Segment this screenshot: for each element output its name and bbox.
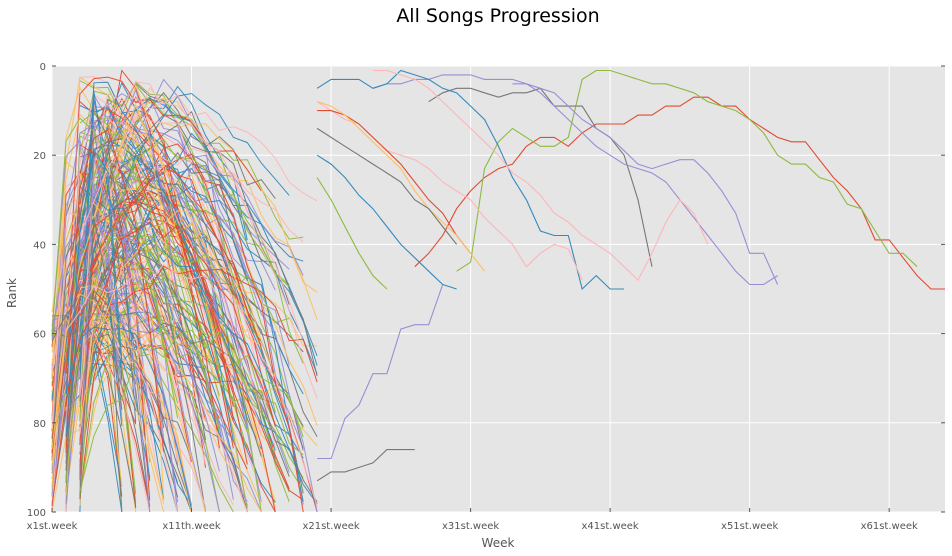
x-tick-label: x31st.week <box>442 521 499 532</box>
song-line <box>65 201 276 513</box>
song-line <box>79 210 179 493</box>
song-line <box>65 263 318 507</box>
song-line <box>65 156 290 411</box>
song-line-long-3 <box>372 74 778 286</box>
x-tick-label: x41st.week <box>582 521 639 532</box>
song-line <box>65 194 318 513</box>
song-line-long-0 <box>414 96 945 290</box>
song-line <box>65 171 192 463</box>
song-line <box>79 275 276 456</box>
song-line <box>65 143 248 407</box>
song-line <box>79 210 248 425</box>
song-line <box>65 129 165 452</box>
song-line <box>65 304 248 513</box>
bulk-series-group <box>51 69 318 513</box>
song-line <box>51 218 220 472</box>
song-line-long-11 <box>316 101 485 272</box>
song-line-long-13 <box>316 177 388 290</box>
x-tick-label: x51st.week <box>721 521 778 532</box>
song-line <box>51 117 179 404</box>
song-line-long-5 <box>512 83 779 285</box>
song-line <box>79 221 262 513</box>
y-axis-label: Rank <box>5 278 19 308</box>
song-line <box>51 85 248 400</box>
song-line <box>65 307 137 507</box>
x-tick-label: x11th.week <box>162 521 221 532</box>
song-line <box>51 92 262 348</box>
song-line <box>51 211 179 462</box>
song-line <box>79 329 304 492</box>
song-line <box>51 221 276 507</box>
y-tick-label: 20 <box>33 151 46 162</box>
song-line <box>79 158 137 495</box>
song-line <box>79 193 234 462</box>
song-line-long-8 <box>372 69 709 282</box>
song-line <box>79 151 290 402</box>
song-line <box>65 88 179 373</box>
x-tick-label: x1st.week <box>27 521 78 532</box>
song-line <box>79 320 206 507</box>
song-line <box>79 265 318 383</box>
y-tick-label: 100 <box>27 508 46 519</box>
song-line <box>79 83 304 443</box>
song-line <box>79 217 123 499</box>
song-line <box>79 190 220 499</box>
song-line <box>51 114 179 368</box>
y-tick-label: 80 <box>33 419 46 430</box>
song-line <box>79 81 234 442</box>
song-line <box>51 99 220 497</box>
y-tick-label: 40 <box>33 240 46 251</box>
song-line <box>65 148 123 438</box>
song-line-long-14 <box>316 127 458 245</box>
song-line-long-4 <box>317 284 444 460</box>
song-line <box>65 247 304 456</box>
song-line <box>79 92 304 397</box>
y-tick-label: 0 <box>40 62 46 73</box>
song-line <box>51 112 318 399</box>
song-line <box>65 228 165 505</box>
x-tick-label: x21st.week <box>302 521 359 532</box>
song-line-long-7 <box>316 69 625 291</box>
song-line <box>65 235 290 482</box>
series-group <box>316 69 945 482</box>
song-line <box>79 91 123 381</box>
tick-labels: x1st.week x11th.week x21st.week x31st.week x… <box>27 62 945 532</box>
chart-title: All Songs Progression <box>396 5 599 27</box>
song-line-long-10 <box>317 110 472 254</box>
song-line-long-1 <box>456 69 918 272</box>
song-line <box>51 202 206 513</box>
song-line <box>79 83 179 488</box>
song-line <box>65 185 318 505</box>
song-line-long-12 <box>316 154 457 290</box>
y-tick-label: 60 <box>33 330 46 341</box>
song-line <box>79 315 262 513</box>
song-line <box>65 90 179 448</box>
song-line <box>79 285 192 513</box>
x-tick-label: x61st.week <box>861 521 918 532</box>
song-line-long-6 <box>316 449 415 482</box>
song-line <box>65 167 276 427</box>
x-axis-label: Week <box>482 536 515 550</box>
song-line <box>51 114 318 431</box>
